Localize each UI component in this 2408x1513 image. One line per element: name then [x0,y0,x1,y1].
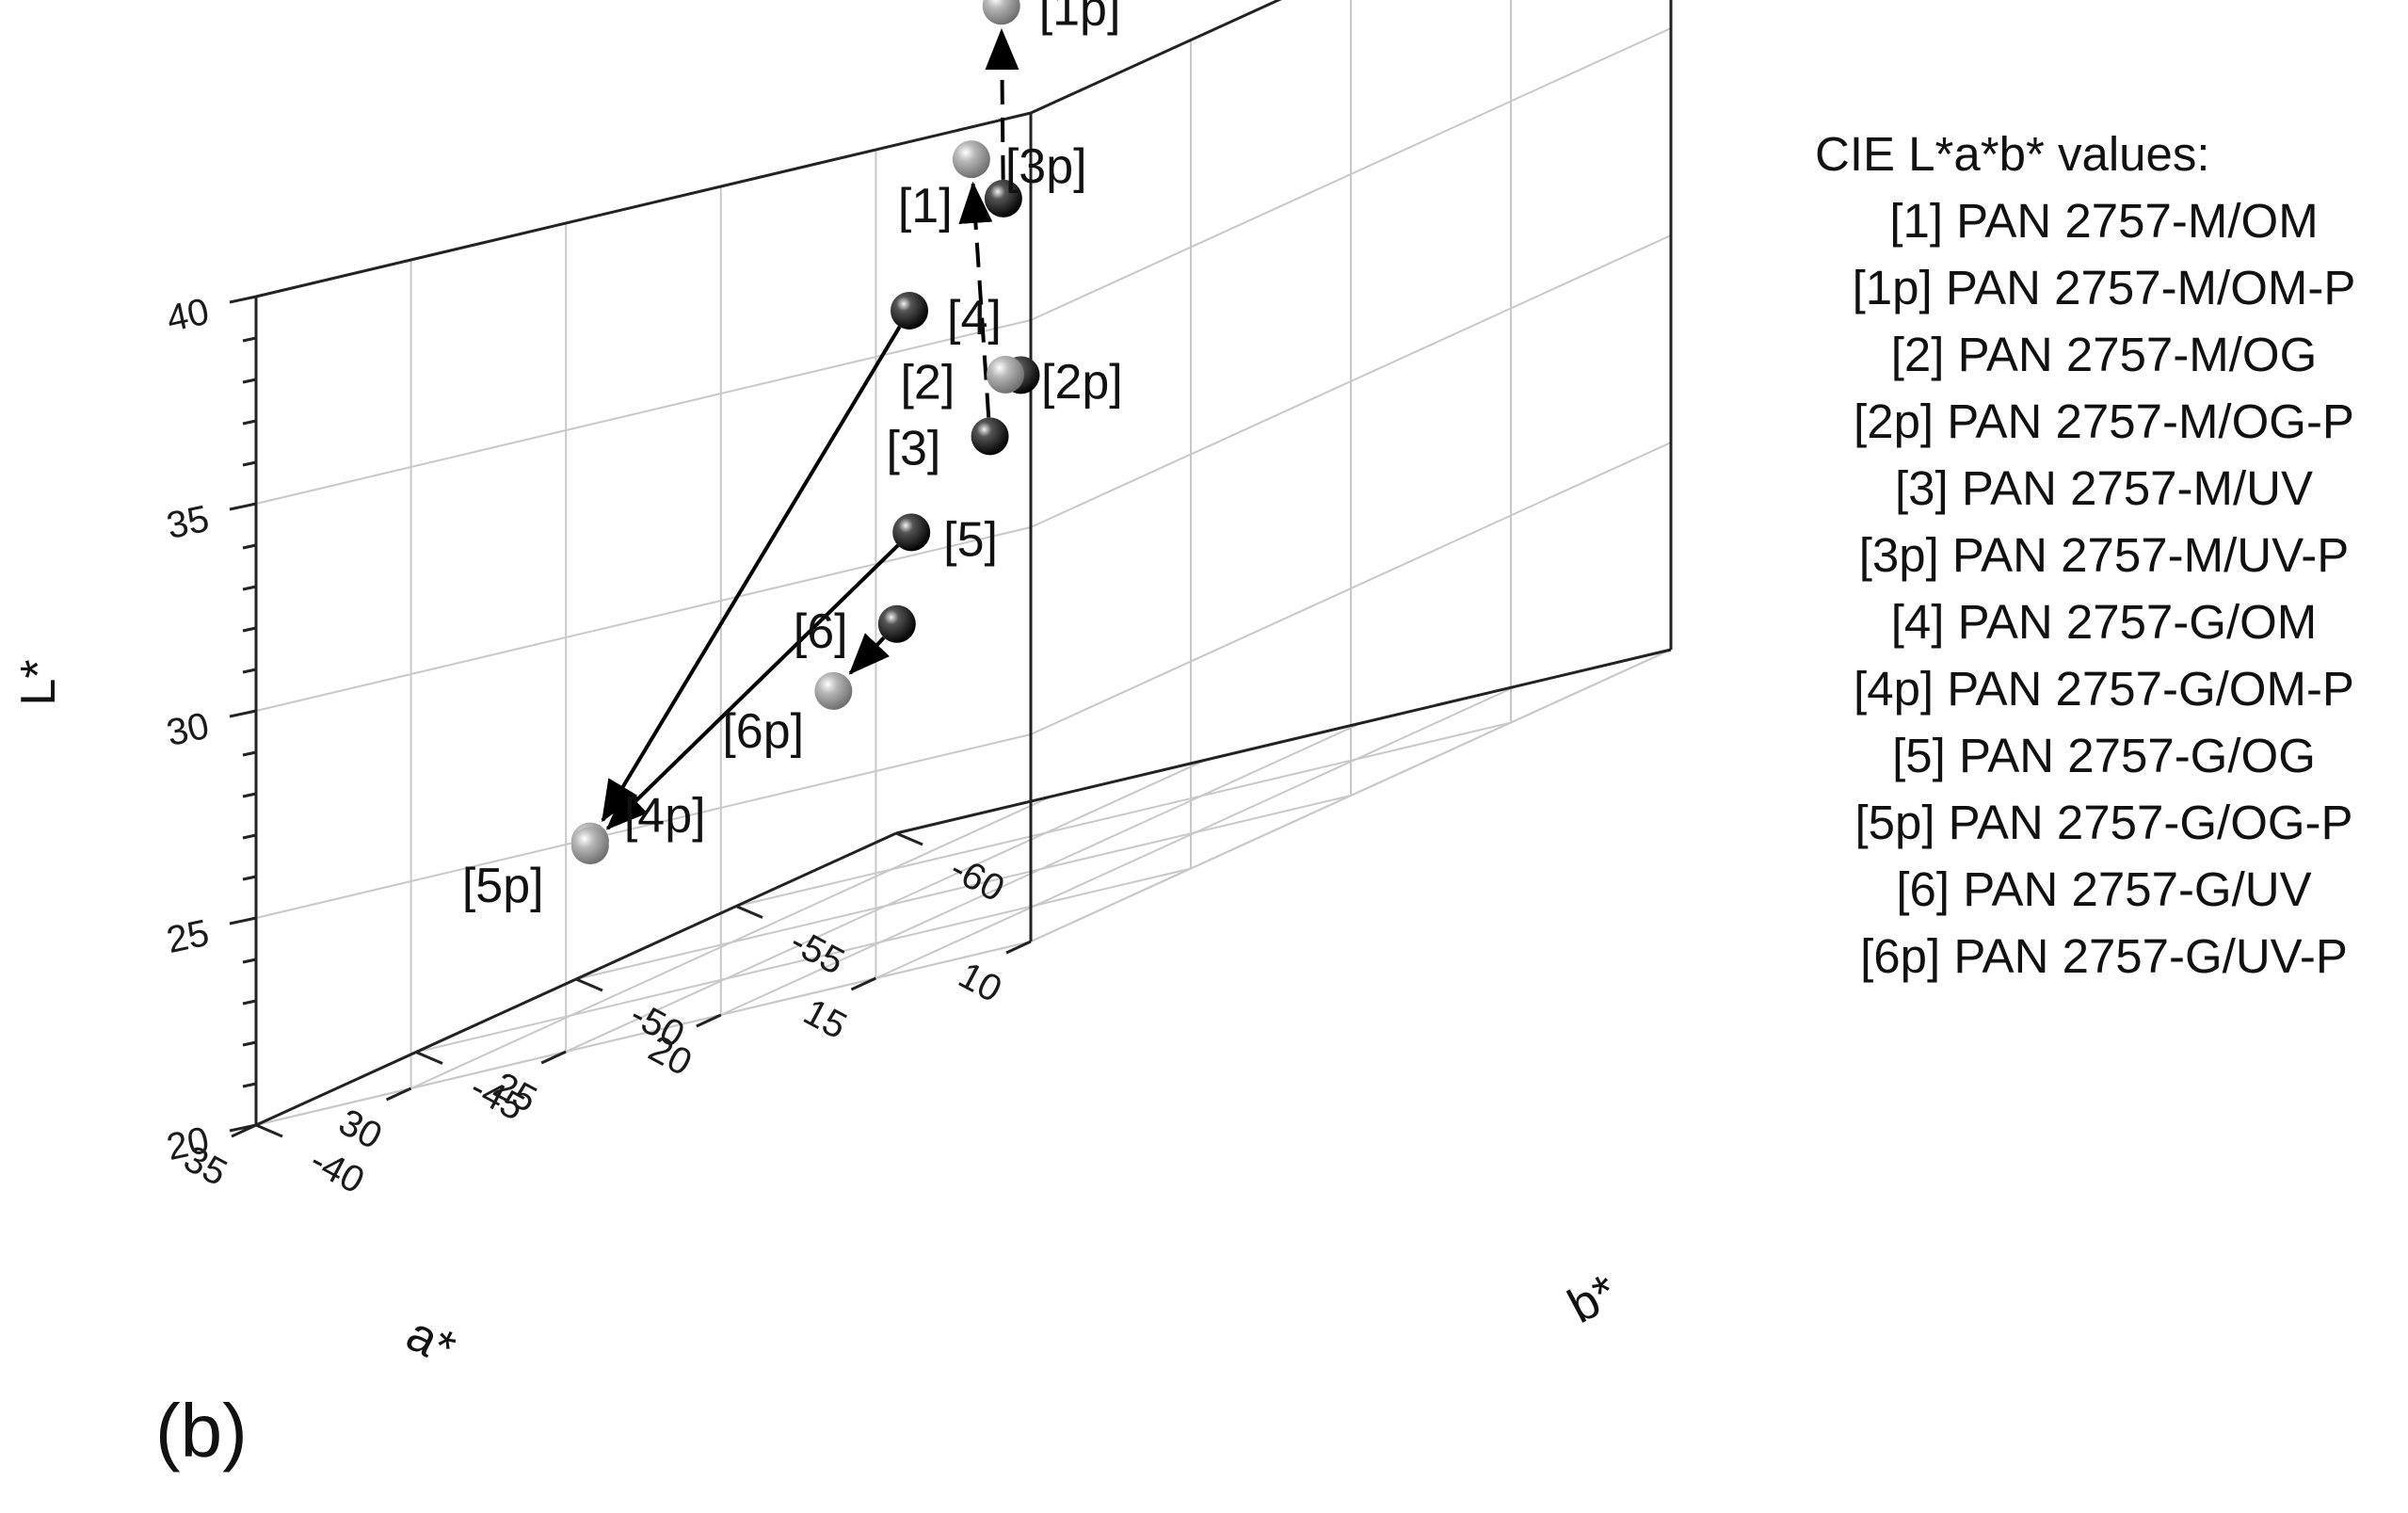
point-labels: [1] [1p] [2] [2p] [3] [3p] [4] [4p] [5] [5p] [6] [6… [462,0,1123,913]
point-label: [4p] [624,789,706,844]
legend-item: [1p] PAN 2757-M/OM-P [1852,261,2356,314]
point-label: [3] [887,421,941,475]
legend: CIE L*a*b* values: [1] PAN 2757-M/OM [1p… [1807,121,2400,990]
point-label: [2p] [1041,355,1123,410]
point-5 [892,513,931,552]
legend-item: [3p] PAN 2757-M/UV-P [1858,528,2350,582]
x-axis-label: a* [398,1307,464,1376]
point-label: [5p] [462,859,544,913]
panel-label: (b) [155,1389,248,1473]
legend-item: [4] PAN 2757-G/OM [1890,595,2318,649]
point-5p [570,827,609,865]
point-4 [891,291,929,330]
point-6p [814,671,853,710]
arrow-4-to-4p [601,326,902,823]
legend-item: [6] PAN 2757-G/UV [1896,862,2312,916]
legend-item: [6p] PAN 2757-G/UV-P [1860,929,2348,983]
point-label: [4] [947,291,1002,346]
legend-item: [3] PAN 2757-M/UV [1894,461,2314,515]
z-tick-label: 20 [163,1119,213,1168]
point-1p [982,0,1020,25]
z-tick-label: 40 [163,291,213,340]
point-label: [1p] [1039,0,1121,36]
point-3 [971,417,1009,456]
point-2p [987,355,1025,394]
y-tick-label: -60 [943,848,1011,910]
z-tick-label: 25 [163,912,213,961]
legend-item: [2p] PAN 2757-M/OG-P [1854,394,2354,448]
data-points [570,0,1040,865]
legend-item: [2] PAN 2757-M/OG [1890,328,2318,381]
x-tick-label: 15 [797,991,854,1048]
arrow-3-to-3p [958,181,993,418]
arrow-lines [601,28,1019,830]
y-tick-label: -55 [783,921,851,983]
legend-item: [5] PAN 2757-G/OG [1892,729,2316,782]
z-tick-label: 30 [163,705,213,754]
legend-item: [5p] PAN 2757-G/OG-P [1854,796,2353,849]
y-axis-label: b* [1560,1264,1627,1334]
point-label: [2] [900,355,955,410]
point-1 [984,179,1022,217]
legend-item: [4p] PAN 2757-G/OM-P [1854,662,2354,716]
arrow-6-to-6p [848,633,891,675]
point-label: [6p] [722,704,804,759]
arrow-1-to-1p [985,28,1019,180]
point-6 [877,604,916,643]
point-label: [3p] [1005,139,1087,194]
arrow-5-to-5p [605,543,900,830]
point-3p [952,140,990,179]
legend-title: CIE L*a*b* values: [1815,127,2210,181]
point-label: [1] [898,179,953,233]
x-tick-label: 10 [952,955,1008,1011]
axes-frame [254,0,1673,1127]
z-tick-label: 35 [163,498,213,547]
point-label: [5] [943,512,998,567]
z-axis-label: L* [11,659,66,705]
point-label: [6] [794,604,848,659]
legend-item: [1] PAN 2757-M/OM [1889,194,2319,248]
